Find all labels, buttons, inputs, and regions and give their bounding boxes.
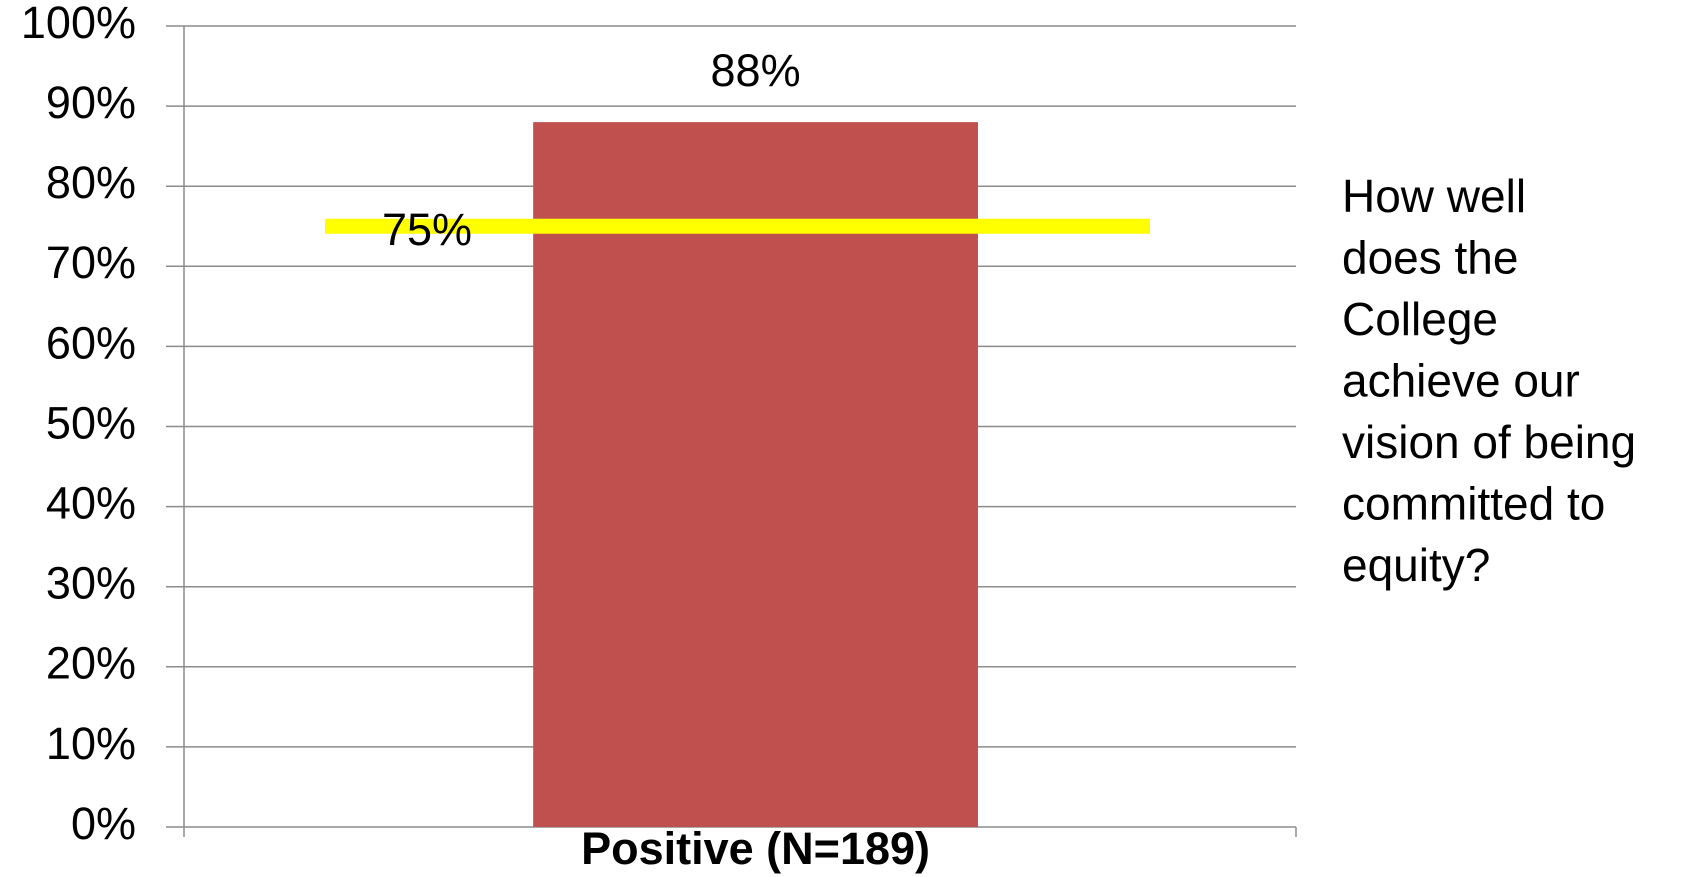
annotation-line: equity? bbox=[1342, 539, 1490, 591]
y-tick-label: 20% bbox=[46, 638, 136, 689]
annotation-line: does the bbox=[1342, 232, 1518, 284]
y-tick-label: 100% bbox=[21, 0, 136, 48]
x-tick-label: Positive (N=189) bbox=[581, 823, 930, 874]
y-tick-label: 60% bbox=[46, 317, 136, 368]
reference-label: 75% bbox=[382, 204, 472, 255]
y-tick-label: 80% bbox=[46, 157, 136, 208]
y-tick-label: 50% bbox=[46, 397, 136, 448]
y-tick-label: 10% bbox=[46, 718, 136, 769]
annotation-line: committed to bbox=[1342, 478, 1605, 530]
y-tick-label: 30% bbox=[46, 558, 136, 609]
y-tick-label: 0% bbox=[71, 798, 136, 849]
annotation-line: vision of being bbox=[1342, 416, 1636, 468]
y-tick-label: 90% bbox=[46, 77, 136, 128]
annotation-line: How well bbox=[1342, 170, 1526, 222]
y-tick-label: 40% bbox=[46, 477, 136, 528]
annotation-line: College bbox=[1342, 293, 1498, 345]
annotation-line: achieve our bbox=[1342, 355, 1580, 407]
y-tick-label: 70% bbox=[46, 237, 136, 288]
data-label: 88% bbox=[711, 45, 801, 96]
bar bbox=[533, 122, 978, 828]
